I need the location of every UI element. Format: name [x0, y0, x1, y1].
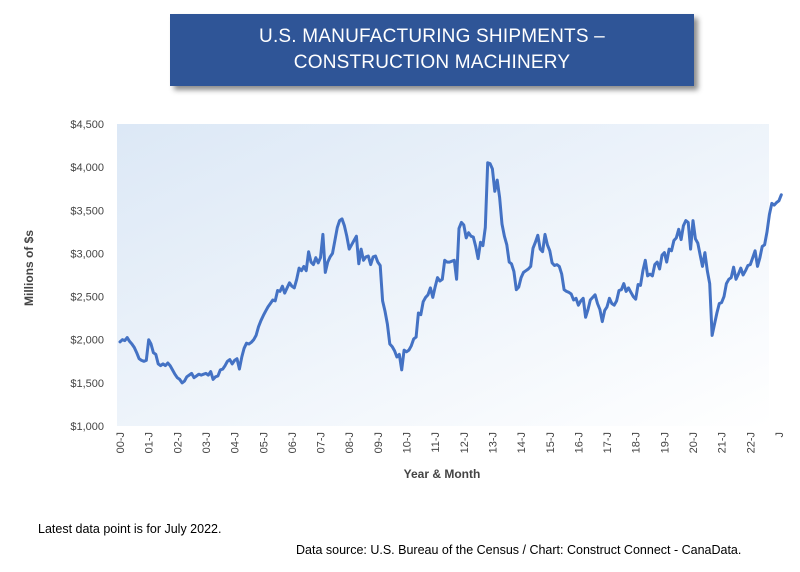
x-tick-label: 20-J [688, 432, 700, 453]
x-axis-title: Year & Month [404, 467, 481, 481]
x-tick-label: 12-J [459, 432, 471, 453]
series-line [118, 161, 783, 385]
y-tick-label: $1,500 [70, 378, 104, 390]
x-tick-label: 15-J [545, 432, 557, 453]
latest-data-note: Latest data point is for July 2022. [38, 522, 222, 536]
y-tick-label: $2,500 [70, 292, 104, 304]
x-tick-label: 21-J [717, 432, 729, 453]
x-tick-label: 04-J [230, 432, 242, 453]
x-tick-label: 18-J [631, 432, 643, 453]
y-axis-title: Millions of $s [22, 230, 36, 306]
x-tick-label: 13-J [487, 432, 499, 453]
chart-title: U.S. MANUFACTURING SHIPMENTS – CONSTRUCT… [170, 14, 694, 86]
x-tick-label: 14-J [516, 432, 528, 453]
x-tick-label: 09-J [373, 432, 385, 453]
x-tick-label: 06-J [287, 432, 299, 453]
data-source-note: Data source: U.S. Bureau of the Census /… [296, 543, 742, 557]
x-tick-label: 16-J [573, 432, 585, 453]
x-tick-label: 22-J [745, 432, 757, 453]
x-tick-label: 07-J [316, 432, 328, 453]
x-tick-label: 01-J [144, 432, 156, 453]
x-axis: 00-J 01-J 02-J 03-J 04-J 05-J 06-J 07-J 08-J 09-J… [115, 432, 786, 453]
y-tick-label: $3,000 [70, 248, 104, 260]
x-tick-label: 00-J [115, 432, 127, 453]
x-tick-label: 19-J [659, 432, 671, 453]
x-tick-label: 10-J [402, 432, 414, 453]
x-tick-label: 08-J [344, 432, 356, 453]
chart-title-line-1: U.S. MANUFACTURING SHIPMENTS – [259, 26, 605, 47]
y-axis: $1,000 $1,500 $2,000 $2,500 $3,000 $3,500 $4,0… [70, 119, 104, 433]
x-tick-label: 03-J [201, 432, 213, 453]
y-tick-label: $1,000 [70, 421, 104, 433]
y-tick-label: $2,000 [70, 335, 104, 347]
x-tick-label: 05-J [258, 432, 270, 453]
y-tick-label: $4,000 [70, 162, 104, 174]
x-tick-label: J [774, 432, 786, 438]
x-tick-label: 02-J [172, 432, 184, 453]
y-tick-label: $4,500 [70, 119, 104, 131]
chart-title-line-2: CONSTRUCTION MACHINERY [293, 52, 571, 73]
x-tick-label: 17-J [602, 432, 614, 453]
y-tick-label: $3,500 [70, 205, 104, 217]
x-tick-label: 11-J [430, 432, 442, 453]
